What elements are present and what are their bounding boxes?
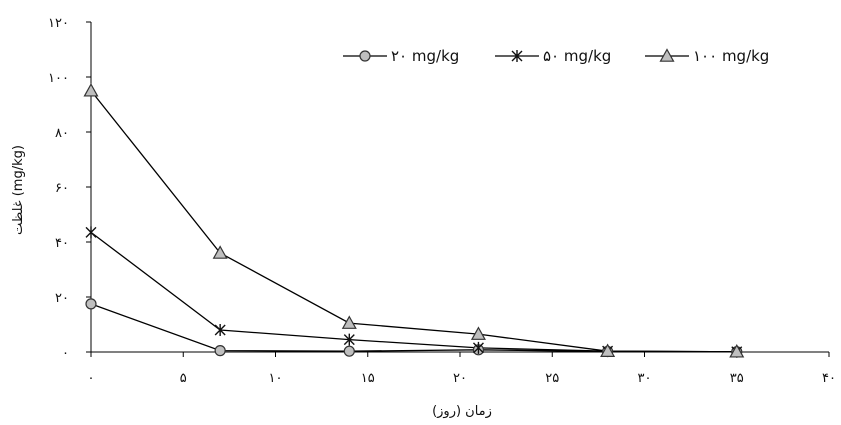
y-tick-label: ۰ <box>62 346 69 361</box>
data-point-series-0 <box>85 298 97 310</box>
x-tick-label: ۱۰ <box>269 371 283 386</box>
data-point-series-2 <box>470 326 486 340</box>
data-point-series-0 <box>214 345 226 357</box>
series-line-2 <box>90 90 737 353</box>
data-point-series-2 <box>600 343 616 357</box>
x-tick-label: ۵ <box>180 371 187 386</box>
legend-marker-1 <box>511 50 523 62</box>
data-point-series-1 <box>472 341 484 354</box>
data-point-series-2 <box>83 83 99 97</box>
data-point-series-2 <box>212 245 228 259</box>
x-tick-label: ۳۰ <box>638 371 652 386</box>
axes <box>90 22 829 353</box>
x-tick-label: ۴۰ <box>822 371 836 386</box>
legend-label-1: ۵۰ mg/kg <box>543 47 611 65</box>
x-tick-label: ۳۵ <box>730 371 744 386</box>
x-tick-label: ۲۵ <box>545 371 559 386</box>
legend-marker-0 <box>359 50 371 62</box>
x-ticks: ۰ ۵ ۱۰ ۱۵ ۲۰ ۲۵ ۳۰ ۳۵ ۴۰ <box>88 352 836 386</box>
legend: ۲۰ mg/kg ۵۰ mg/kg ۱۰۰ mg/kg <box>343 47 769 65</box>
y-tick-label: ۲۰ <box>55 291 69 306</box>
series-markers <box>83 83 745 358</box>
data-point-series-1 <box>343 333 355 346</box>
x-tick-label: ۰ <box>88 371 95 386</box>
legend-label-2: ۱۰۰ mg/kg <box>693 47 769 65</box>
x-axis-title: زمان (روز) <box>432 404 492 419</box>
y-axis-title: غلظت (mg/kg) <box>11 145 26 235</box>
legend-marker-2 <box>659 48 675 62</box>
data-point-series-0 <box>343 345 355 357</box>
y-tick-label: ۱۲۰ <box>48 16 69 31</box>
legend-label-0: ۲۰ mg/kg <box>391 47 459 65</box>
y-ticks: ۰ ۲۰ ۴۰ ۶۰ ۸۰ ۱۰۰ ۱۲۰ <box>48 16 91 361</box>
x-tick-label: ۱۵ <box>361 371 375 386</box>
y-tick-label: ۸۰ <box>55 126 69 141</box>
x-tick-label: ۲۰ <box>453 371 467 386</box>
series-line-0 <box>90 303 737 353</box>
data-point-series-1 <box>85 226 97 239</box>
data-point-series-2 <box>729 343 745 358</box>
data-point-series-2 <box>341 315 357 329</box>
y-tick-label: ۱۰۰ <box>48 71 69 86</box>
y-tick-label: ۶۰ <box>55 181 69 196</box>
series-line-1 <box>90 231 737 353</box>
series-lines <box>90 90 737 353</box>
data-point-series-1 <box>214 324 226 336</box>
y-tick-label: ۴۰ <box>55 236 69 251</box>
